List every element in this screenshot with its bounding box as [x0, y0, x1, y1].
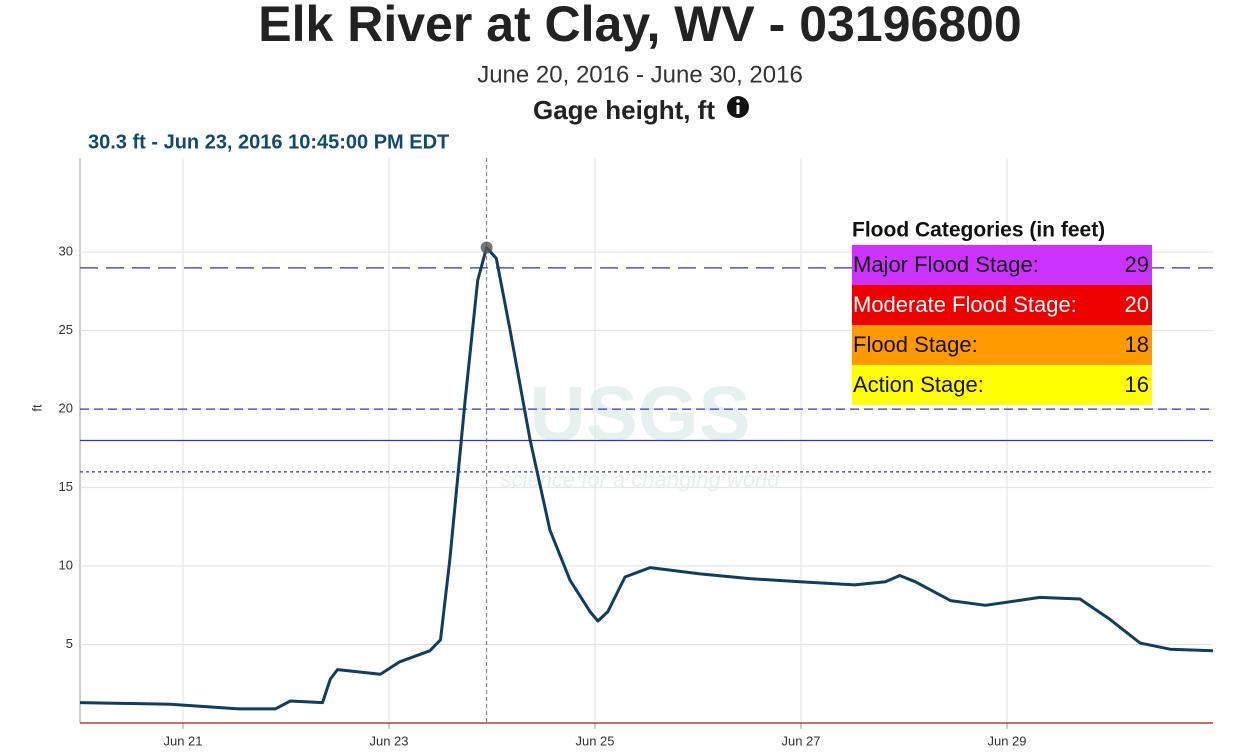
legend-row — [852, 325, 1152, 365]
info-dot — [736, 99, 740, 103]
legend-title: Flood Categories (in feet) — [852, 219, 1105, 242]
y-axis-label: ft — [29, 404, 44, 412]
legend-value: 16 — [1125, 372, 1149, 397]
x-tick-label: Jun 27 — [781, 733, 820, 748]
legend-row — [852, 285, 1152, 325]
watermark: USGS — [529, 370, 750, 458]
hover-label: 30.3 ft - Jun 23, 2016 10:45:00 PM EDT — [88, 131, 449, 153]
legend-name: Action Stage: — [853, 372, 984, 397]
x-tick-label: Jun 29 — [987, 733, 1026, 748]
x-tick-label: Jun 21 — [163, 733, 202, 748]
y-tick-label: 10 — [59, 557, 73, 572]
x-tick-label: Jun 23 — [369, 733, 408, 748]
info-icon[interactable] — [727, 96, 749, 118]
legend-name: Moderate Flood Stage: — [853, 292, 1077, 317]
legend-value: 20 — [1125, 292, 1149, 317]
parameter-label: Gage height, ft — [533, 95, 715, 125]
series-line — [79, 246, 1214, 711]
y-tick-label: 30 — [59, 244, 73, 259]
y-tick-label: 25 — [59, 322, 73, 337]
chart-title: Elk River at Clay, WV - 03196800 — [258, 0, 1021, 52]
y-tick-label: 5 — [66, 636, 73, 651]
chart-subtitle: June 20, 2016 - June 30, 2016 — [477, 61, 803, 88]
info-stem — [736, 105, 740, 114]
legend-value: 29 — [1125, 252, 1149, 277]
y-tick-label: 15 — [59, 479, 73, 494]
legend-name: Major Flood Stage: — [853, 252, 1039, 277]
hover-point — [480, 241, 493, 254]
y-tick-label: 20 — [59, 401, 73, 416]
legend-row — [852, 365, 1152, 405]
legend-name: Flood Stage: — [853, 332, 978, 357]
x-tick-label: Jun 25 — [575, 733, 614, 748]
legend-value: 18 — [1125, 332, 1149, 357]
legend-row — [852, 245, 1152, 285]
